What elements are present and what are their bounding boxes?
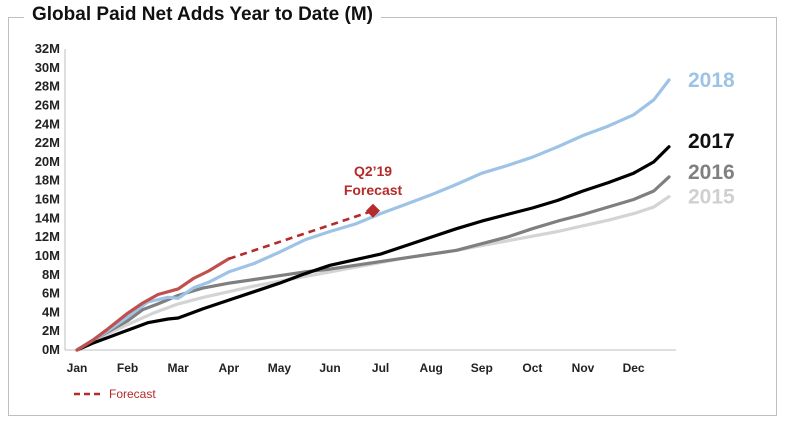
series-line-forecast	[228, 209, 374, 261]
y-tick-label: 2M	[42, 323, 60, 338]
y-tick-label: 18M	[35, 173, 60, 188]
series-line-2017	[75, 145, 671, 352]
x-tick-label: May	[268, 361, 292, 375]
x-tick-label: Jan	[67, 361, 88, 375]
y-tick-label: 20M	[35, 154, 60, 169]
x-tick-label: Sep	[471, 361, 493, 375]
y-tick-label: 28M	[35, 79, 60, 94]
x-tick-label: Dec	[623, 361, 645, 375]
series-label-2015: 2015	[688, 186, 735, 209]
y-tick-label: 22M	[35, 135, 60, 150]
y-tick-label: 26M	[35, 97, 60, 112]
x-tick-label: Aug	[420, 361, 443, 375]
chart-title: Global Paid Net Adds Year to Date (M)	[24, 4, 382, 26]
y-tick-label: 0M	[42, 342, 60, 357]
series-label-2018: 2018	[688, 69, 735, 92]
series-line-2016	[75, 175, 671, 352]
y-tick-label: 16M	[35, 192, 60, 207]
y-tick-label: 8M	[42, 267, 60, 282]
x-tick-label: Jun	[319, 361, 340, 375]
series-label-2017: 2017	[688, 130, 735, 153]
x-tick-label: Apr	[218, 361, 239, 375]
chart-frame	[8, 17, 777, 416]
series-line-2018	[75, 78, 671, 352]
y-tick-label: 14M	[35, 210, 60, 225]
y-tick-label: 6M	[42, 286, 60, 301]
y-tick-label: 24M	[35, 116, 60, 131]
series-line-2015	[75, 195, 671, 352]
legend-label: Forecast	[109, 387, 156, 401]
forecast-marker	[366, 203, 381, 218]
series-line-2019	[75, 257, 231, 352]
x-tick-label: Mar	[168, 361, 190, 375]
x-tick-label: Jul	[372, 361, 389, 375]
forecast-annotation-line: Q2’19	[354, 163, 392, 179]
y-tick-label: 10M	[35, 248, 60, 263]
y-tick-label: 12M	[35, 229, 60, 244]
x-tick-label: Feb	[117, 361, 138, 375]
y-tick-label: 30M	[35, 60, 60, 75]
forecast-annotation-line: Forecast	[344, 182, 403, 198]
x-tick-label: Nov	[572, 361, 595, 375]
series-label-2016: 2016	[688, 161, 735, 184]
x-tick-label: Oct	[522, 361, 542, 375]
y-tick-label: 32M	[35, 41, 60, 56]
y-tick-label: 4M	[42, 304, 60, 319]
